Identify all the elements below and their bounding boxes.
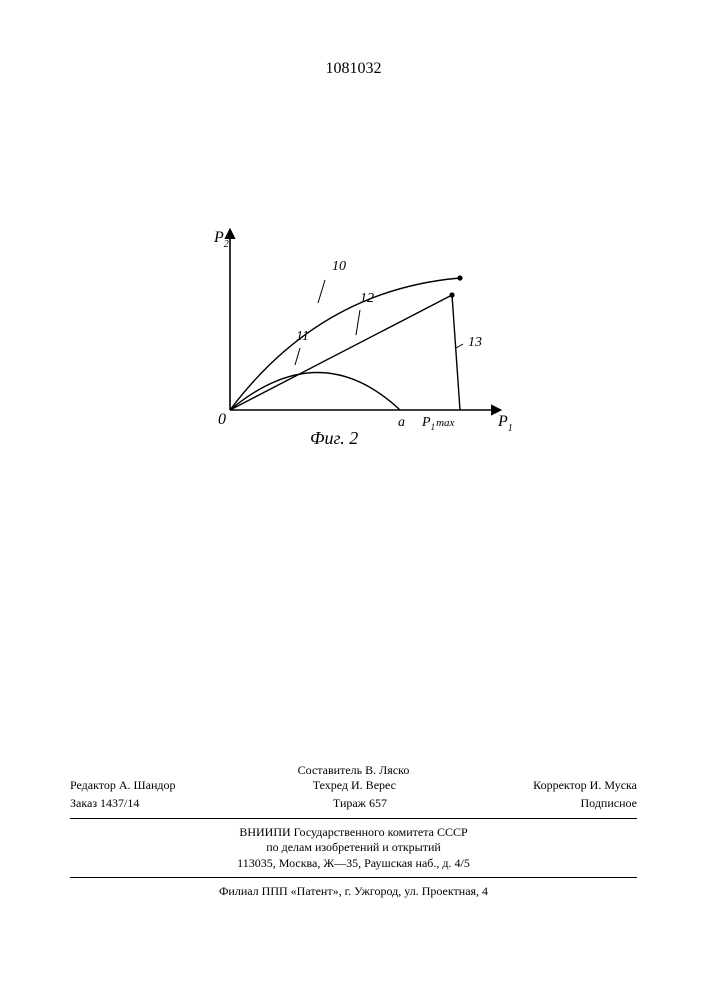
footer-tiraj: Тираж 657 — [333, 796, 387, 812]
footer-compiler: Составитель В. Ляско — [70, 763, 637, 779]
label-12: 12 — [360, 291, 374, 306]
p1max-label: P1max — [421, 415, 455, 432]
y-axis-label: P2 — [213, 229, 229, 250]
chart-svg: P2 P1 0 10 11 12 13 a P1max Фиг. 2 — [200, 220, 520, 450]
footer-order: Заказ 1437/14 — [70, 796, 139, 812]
line-13 — [452, 295, 460, 410]
footer-rule-2 — [70, 877, 637, 878]
curve-11 — [230, 373, 400, 411]
footer-sub: Подписное — [581, 796, 638, 812]
label-10: 10 — [332, 259, 346, 274]
x-axis-label: P1 — [497, 413, 513, 434]
endpoint-top — [457, 275, 462, 280]
footer-addr1: 113035, Москва, Ж—35, Раушская наб., д. … — [70, 856, 637, 872]
footer-block: Составитель В. Ляско Редактор А. Шандор … — [70, 763, 637, 900]
a-label: a — [398, 415, 405, 430]
chart-container: P2 P1 0 10 11 12 13 a P1max Фиг. 2 — [200, 220, 520, 450]
curve-10 — [230, 278, 460, 410]
footer-org2: по делам изобретений и открытий — [70, 840, 637, 856]
leader-10 — [318, 280, 325, 303]
origin-label: 0 — [218, 411, 226, 428]
label-11: 11 — [296, 329, 309, 344]
leader-11 — [295, 348, 300, 365]
endpoint-mid — [449, 292, 454, 297]
footer-techred: Техред И. Верес — [313, 778, 396, 794]
label-13: 13 — [468, 335, 482, 350]
footer-editor: Редактор А. Шандор — [70, 778, 176, 794]
document-number: 1081032 — [0, 60, 707, 78]
figure-label: Фиг. 2 — [310, 428, 358, 448]
footer-corrector: Корректор И. Муска — [533, 778, 637, 794]
footer-addr2: Филиал ППП «Патент», г. Ужгород, ул. Про… — [70, 884, 637, 900]
leader-12 — [356, 310, 360, 335]
footer-rule-1 — [70, 818, 637, 819]
leader-13 — [456, 344, 463, 348]
footer-org1: ВНИИПИ Государственного комитета СССР — [70, 825, 637, 841]
